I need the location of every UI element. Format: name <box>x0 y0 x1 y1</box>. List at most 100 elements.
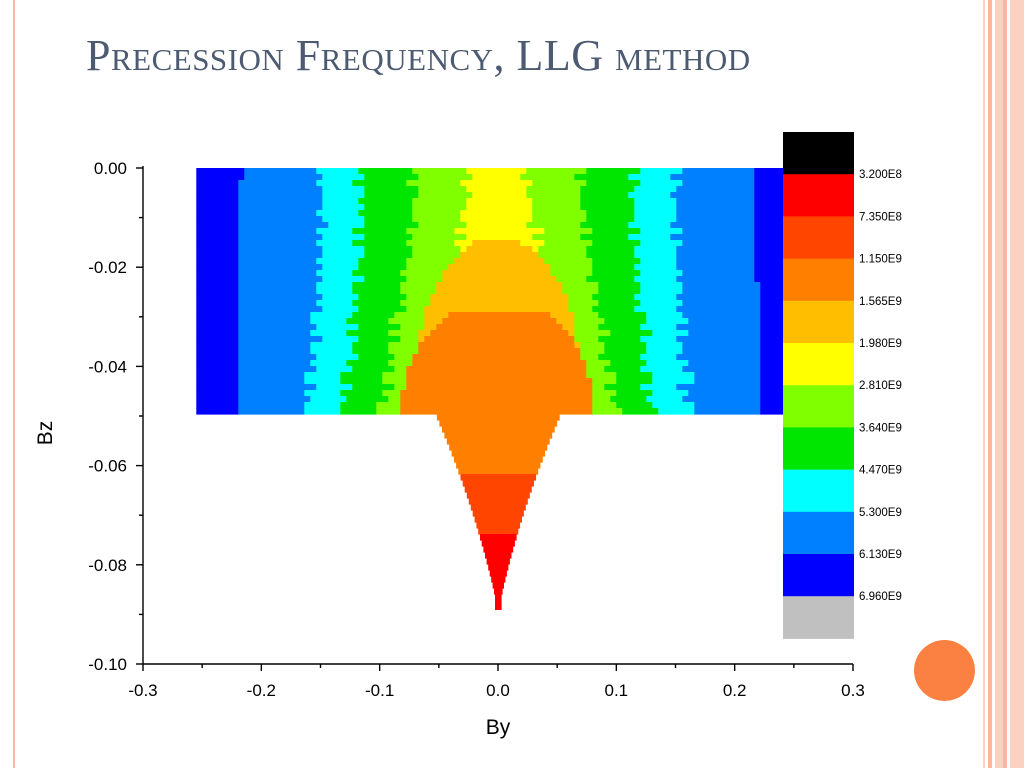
heatmap-cell <box>340 240 347 247</box>
heatmap-cell <box>670 228 677 235</box>
heatmap-cell <box>496 390 503 397</box>
heatmap-cell <box>658 402 665 409</box>
heatmap-cell <box>730 306 737 313</box>
colorbar: 3.200E87.350E81.150E91.565E91.980E92.810… <box>783 132 902 639</box>
heatmap-cell <box>352 270 359 277</box>
heatmap-cell <box>418 192 425 199</box>
heatmap-cell <box>358 198 365 205</box>
heatmap-cell <box>706 246 713 253</box>
heatmap-cell <box>511 450 519 457</box>
heatmap-cell <box>598 360 605 367</box>
heatmap-cell <box>490 294 497 301</box>
heatmap-cell <box>670 282 677 289</box>
heatmap-cell <box>220 270 227 277</box>
heatmap-cell <box>580 294 587 301</box>
heatmap-cell <box>208 174 215 181</box>
heatmap-cell <box>748 216 755 223</box>
heatmap-cell <box>472 372 479 379</box>
heatmap-cell <box>574 396 581 403</box>
heatmap-cell <box>202 384 209 391</box>
heatmap-cell <box>346 180 353 187</box>
axes: -0.3 -0.2 -0.1 0.0 0.1 0.2 0.30.00-0.02-0.04-0… <box>88 159 865 700</box>
heatmap-cell <box>658 372 665 379</box>
heatmap-cell <box>220 234 227 241</box>
heatmap-cell <box>538 264 545 271</box>
heatmap-cell <box>640 192 647 199</box>
heatmap-cell <box>370 288 377 295</box>
heatmap-cell <box>238 180 245 187</box>
heatmap-cell <box>640 198 647 205</box>
heatmap-cell <box>736 300 743 307</box>
heatmap-cell <box>748 360 755 367</box>
heatmap-cell <box>527 444 534 451</box>
heatmap-cell <box>550 180 557 187</box>
heatmap-cell <box>412 198 419 205</box>
heatmap-cell <box>766 372 773 379</box>
heatmap-cell <box>406 360 413 367</box>
heatmap-cell <box>268 204 275 211</box>
heatmap-cell <box>538 246 545 253</box>
heatmap-cell <box>328 342 335 349</box>
heatmap-cell <box>730 360 737 367</box>
heatmap-cell <box>268 258 275 265</box>
heatmap-cell <box>232 276 239 283</box>
heatmap-cell <box>532 180 539 187</box>
heatmap-cell <box>568 396 575 403</box>
heatmap-cell <box>760 276 767 283</box>
heatmap-cell <box>622 306 629 313</box>
heatmap-cell <box>562 174 569 181</box>
heatmap-cell <box>502 234 509 241</box>
heatmap-cell <box>310 204 317 211</box>
heatmap-cell <box>364 306 371 313</box>
heatmap-cell <box>208 330 215 337</box>
heatmap-cell <box>640 324 647 331</box>
heatmap-cell <box>442 204 449 211</box>
heatmap-cell <box>616 258 623 265</box>
heatmap-cell <box>718 192 725 199</box>
heatmap-cell <box>622 234 629 241</box>
heatmap-cell <box>292 192 299 199</box>
heatmap-cell <box>598 402 605 409</box>
heatmap-cell <box>742 210 749 217</box>
heatmap-cell <box>724 270 731 277</box>
heatmap-cell <box>754 246 761 253</box>
heatmap-cell <box>364 408 371 415</box>
heatmap-cell <box>640 294 647 301</box>
heatmap-cell <box>568 192 575 199</box>
heatmap-cell <box>388 276 395 283</box>
heatmap-cell <box>448 318 455 325</box>
heatmap-cell <box>424 324 431 331</box>
heatmap-cell <box>466 210 473 217</box>
heatmap-cell <box>388 330 395 337</box>
heatmap-cell <box>748 288 755 295</box>
heatmap-cell <box>676 372 683 379</box>
heatmap-cell <box>658 354 665 361</box>
heatmap-cell <box>604 192 611 199</box>
heatmap-cell <box>460 354 467 361</box>
heatmap-cell <box>634 342 641 349</box>
heatmap-cell <box>442 312 449 319</box>
heatmap-cell <box>724 186 731 193</box>
heatmap-cell <box>500 588 503 595</box>
heatmap-cell <box>478 288 485 295</box>
heatmap-cell <box>448 402 455 409</box>
heatmap-cell <box>202 390 209 397</box>
heatmap-cell <box>238 216 245 223</box>
heatmap-cell <box>502 510 510 517</box>
heatmap-cell <box>442 228 449 235</box>
heatmap-cell <box>640 246 647 253</box>
heatmap-cell <box>358 384 365 391</box>
heatmap-cell <box>250 174 257 181</box>
heatmap-cell <box>682 234 689 241</box>
heatmap-cell <box>286 396 293 403</box>
heatmap-cell <box>256 294 263 301</box>
heatmap-cell <box>256 258 263 265</box>
heatmap-cell <box>472 492 480 499</box>
heatmap-cell <box>574 300 581 307</box>
heatmap-cell <box>510 480 518 487</box>
heatmap-cell <box>466 192 473 199</box>
heatmap-cell <box>682 264 689 271</box>
heatmap-cell <box>778 408 785 415</box>
heatmap-cell <box>718 348 725 355</box>
heatmap-cell <box>556 384 563 391</box>
